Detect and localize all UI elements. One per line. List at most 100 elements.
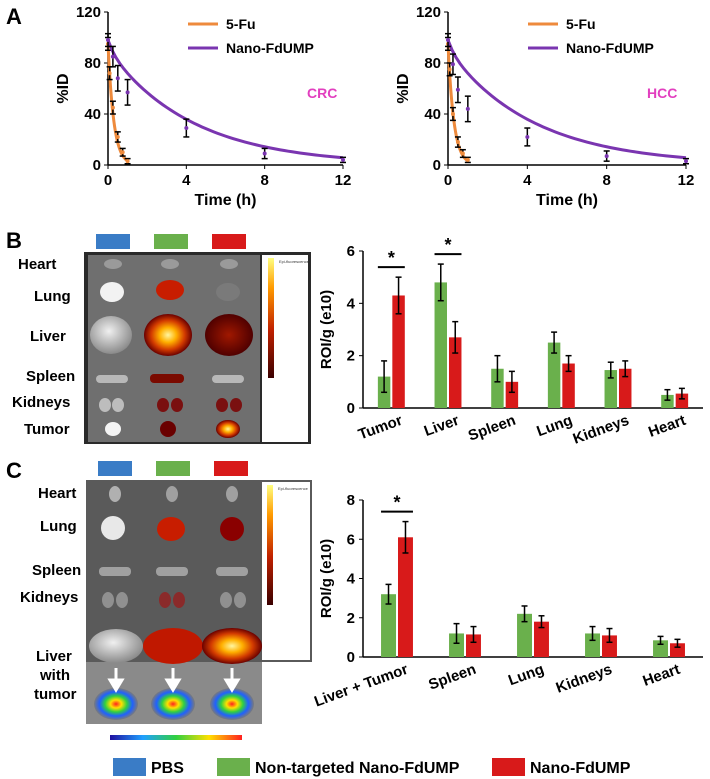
organ-b-nt-tumor <box>160 421 176 437</box>
bar-non-targeted <box>653 640 668 657</box>
y-tick-label: 0 <box>347 649 355 666</box>
data-point <box>115 134 120 139</box>
significance-star: * <box>393 493 400 513</box>
rainbow-scalebar-c <box>110 735 242 740</box>
organ-b-nt-spleen <box>150 374 184 383</box>
organ-b-nano-tumor <box>216 420 240 438</box>
data-point <box>684 159 688 164</box>
bar-non-targeted <box>585 633 600 657</box>
organ-b-pbs-tumor <box>105 422 121 436</box>
bar-nano-fdump <box>398 537 413 657</box>
organ-b-nt-kidney-left <box>157 398 169 412</box>
organ-c-nt-kidney-right <box>173 592 185 608</box>
imaging-panel-b: Epi-fluorescence Heart Lung Liver Spleen… <box>12 234 311 444</box>
organ-label-b-spleen: Spleen <box>26 368 75 385</box>
organ-c-pbs-heart <box>109 486 121 502</box>
category-label: Lung <box>534 412 574 441</box>
legend-label-nano-fdump: Nano-FdUMP <box>566 40 654 56</box>
data-point <box>262 151 267 156</box>
y-tick-label: 6 <box>347 243 355 260</box>
organ-label-b-liver: Liver <box>30 328 66 345</box>
panel-label-b: B <box>6 228 22 253</box>
group-swatch-nano <box>212 234 246 249</box>
y-axis-label: %ID <box>55 73 72 103</box>
organ-c-pbs-kidney-left <box>102 592 114 608</box>
organ-c-nano-liver <box>202 628 262 664</box>
organ-b-pbs-liver <box>90 316 132 354</box>
legend-label-nano: Nano-FdUMP <box>530 760 631 777</box>
category-label: Kidneys <box>554 661 615 697</box>
x-tick-label: 4 <box>523 172 532 189</box>
organ-b-nt-liver <box>144 314 192 356</box>
category-label: Heart <box>646 412 688 441</box>
group-swatch-c-nontargeted <box>156 461 190 476</box>
data-point <box>115 76 120 81</box>
data-point <box>120 150 125 155</box>
data-point <box>604 154 609 159</box>
x-tick-label: 8 <box>260 172 268 189</box>
y-tick-label: 120 <box>416 4 441 21</box>
fluorescence-scalebar-b <box>268 258 274 378</box>
y-tick-label: 40 <box>84 106 101 123</box>
data-point <box>110 54 115 59</box>
data-point <box>450 112 455 116</box>
roi-bar-chart-b: 0 2 4 6 ROI/g (e10) Tumor Liver Spleen LungKidne… <box>318 235 703 448</box>
data-point <box>446 38 450 43</box>
category-label: Spleen <box>426 661 478 694</box>
category-label: Lung <box>506 661 546 690</box>
bar-non-targeted <box>381 594 396 657</box>
legend-label-pbs: PBS <box>151 760 184 777</box>
data-point <box>110 105 115 110</box>
organ-b-nano-kidney-left <box>216 398 228 412</box>
y-tick-label: 80 <box>424 55 441 72</box>
legend-swatch-pbs <box>113 758 146 776</box>
legend-swatch-nontargeted <box>217 758 250 776</box>
category-label: Tumor <box>356 412 405 444</box>
category-label: Heart <box>641 661 683 690</box>
data-point <box>450 62 455 67</box>
organ-b-nano-spleen <box>212 375 244 383</box>
y-tick-label: 40 <box>424 106 441 123</box>
cancer-type-label: CRC <box>307 85 337 101</box>
bar-nano-fdump <box>505 381 519 408</box>
pk-chart-hcc: 0 40 80 120 0 4 8 12 Time (h) %ID 5-Fu Nano-FdUMP HC… <box>395 4 694 209</box>
arrows-c <box>107 668 241 693</box>
organ-label-c-tumor: tumor <box>34 686 77 703</box>
organ-label-c-liver: Liver <box>36 648 72 665</box>
group-swatch-nontargeted <box>154 234 188 249</box>
x-tick-label: 4 <box>182 172 191 189</box>
organ-c-pbs-spleen <box>99 567 131 576</box>
organ-c-pbs-liver-section <box>94 688 138 720</box>
bar-nano-fdump <box>466 634 481 657</box>
data-point <box>455 140 460 145</box>
legend-label-nontargeted: Non-targeted Nano-FdUMP <box>255 760 460 777</box>
organ-label-b-heart: Heart <box>18 256 56 273</box>
y-tick-label: 120 <box>76 4 101 21</box>
organ-c-nano-heart <box>226 486 238 502</box>
bar-nano-fdump <box>534 621 549 657</box>
organ-c-pbs-lung <box>101 516 125 540</box>
organ-b-pbs-spleen <box>96 375 128 383</box>
organ-c-nano-spleen <box>216 567 248 576</box>
bar-nano-fdump <box>562 363 575 408</box>
category-label: Kidneys <box>571 412 632 448</box>
x-tick-label: 0 <box>444 172 452 189</box>
bar-non-targeted <box>517 613 532 657</box>
legend-swatch-nano <box>492 758 525 776</box>
organ-c-nt-spleen <box>156 567 188 576</box>
data-point <box>525 134 530 139</box>
series-line-nano-fdump <box>446 39 687 160</box>
fluorescence-scalebar-c <box>267 485 273 605</box>
organ-label-b-kidneys: Kidneys <box>12 394 70 411</box>
organ-b-nt-kidney-right <box>171 398 183 412</box>
group-swatch-c-pbs <box>98 461 132 476</box>
y-tick-label: 8 <box>347 492 355 509</box>
organ-c-nano-liver-section <box>210 688 254 720</box>
x-tick-label: 0 <box>104 172 112 189</box>
y-tick-label: 0 <box>347 400 355 417</box>
organ-b-pbs-kidney-right <box>112 398 124 412</box>
panel-label-c: C <box>6 458 22 483</box>
organ-b-nano-lung <box>216 283 240 301</box>
y-tick-label: 2 <box>347 610 355 627</box>
